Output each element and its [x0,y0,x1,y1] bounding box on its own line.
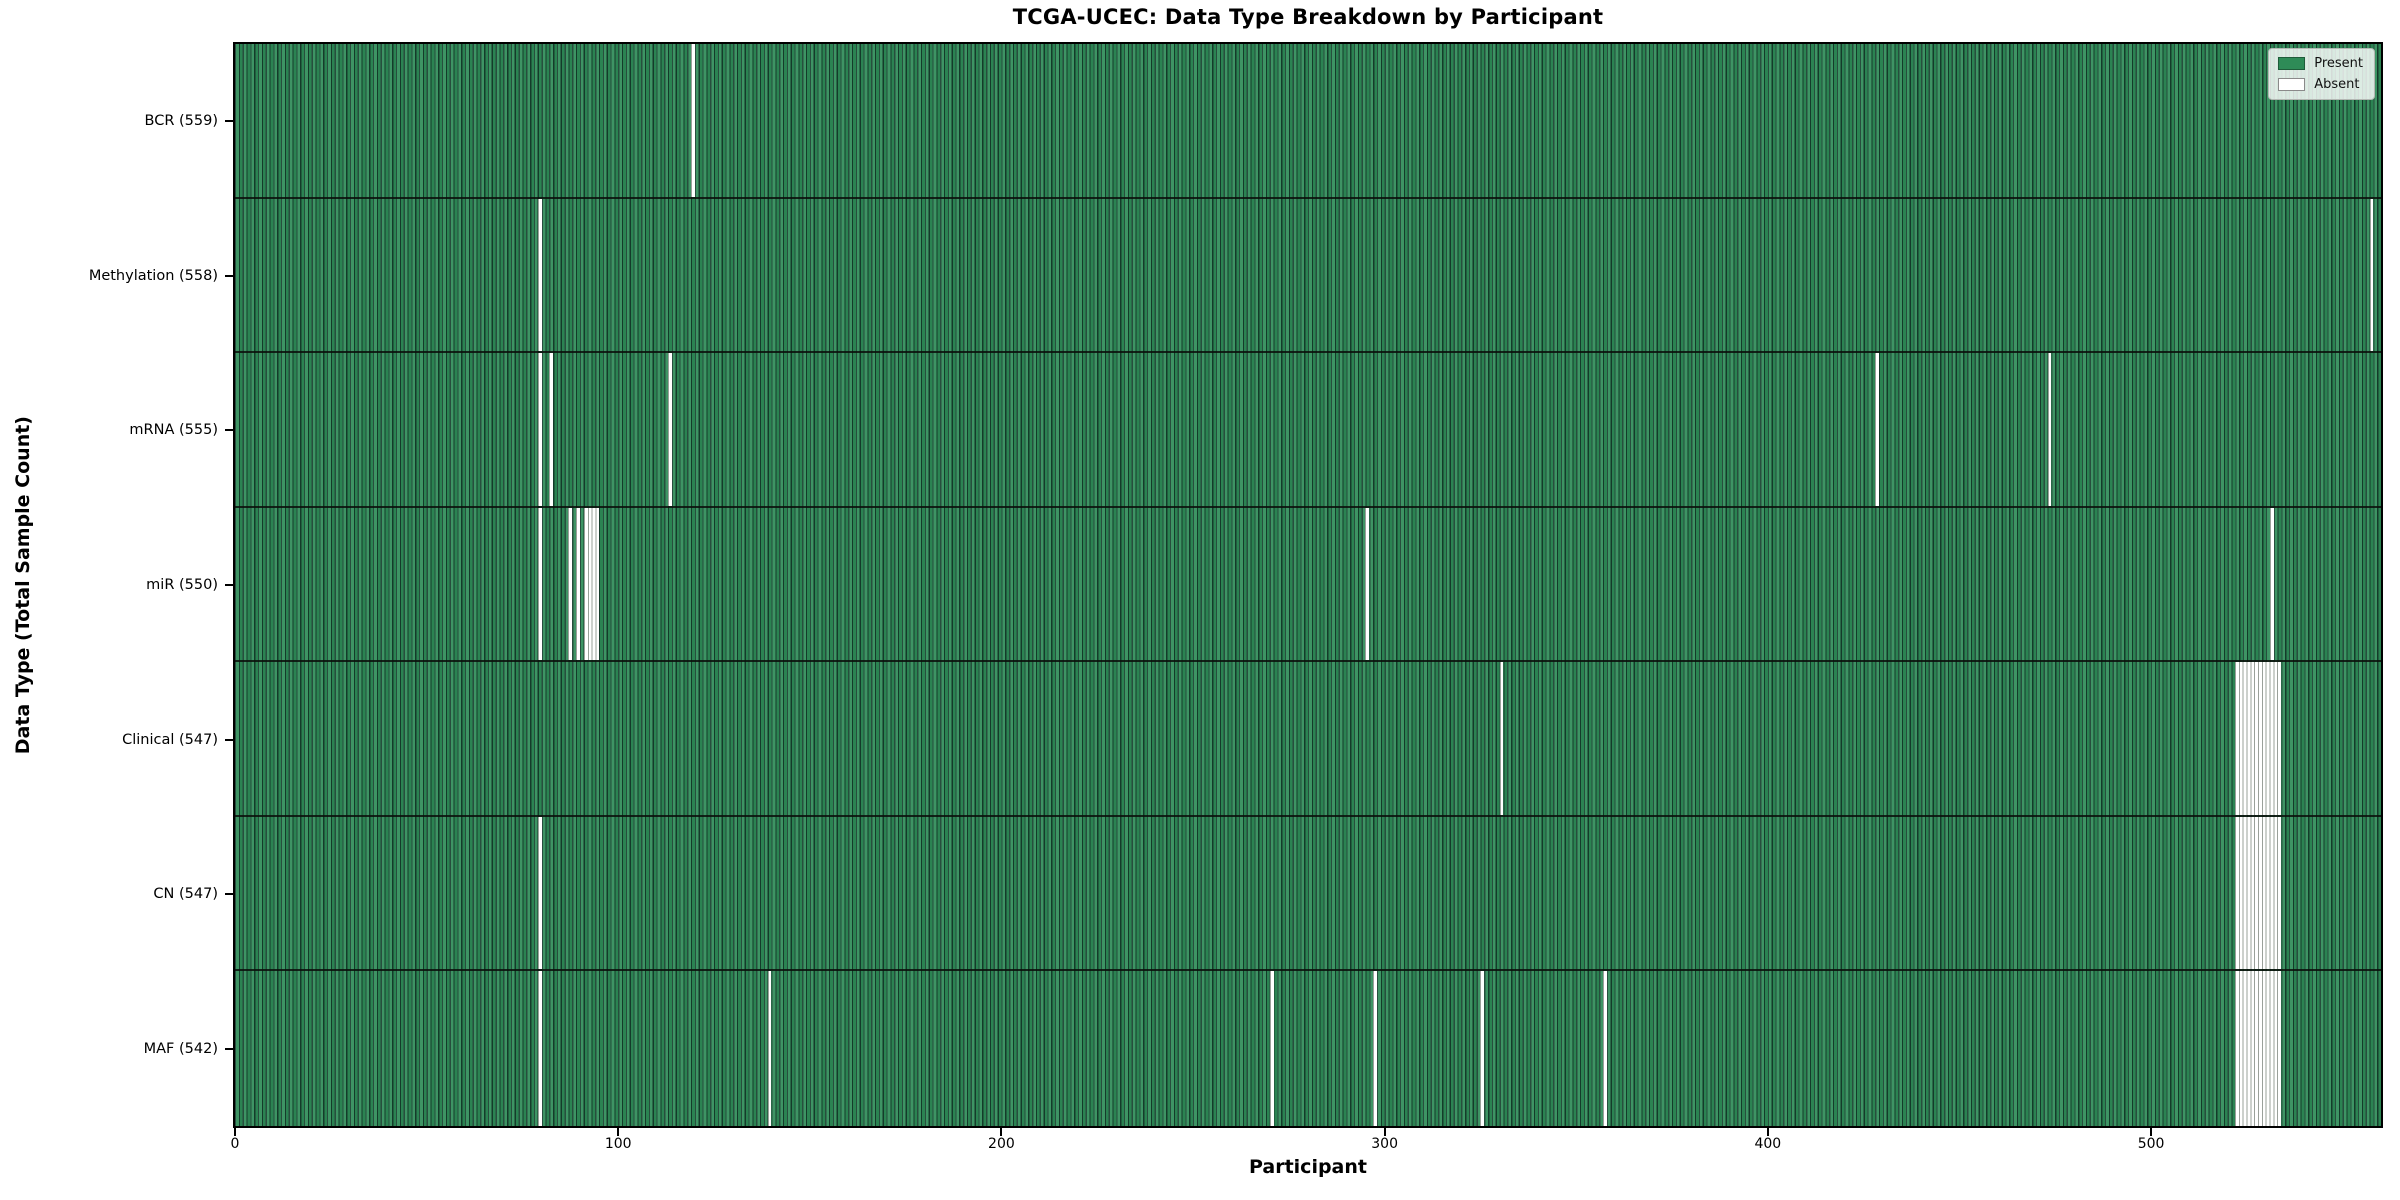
absent-gap [537,816,542,970]
row-CN [235,816,2381,972]
y-tick-label-Clinical: Clinical (547) [122,731,218,748]
x-axis-label: Participant [1248,1156,1367,1178]
absent-gap [1373,971,1377,1126]
legend-swatch-absent [2278,78,2306,91]
y-tick-label-BCR: BCR (559) [144,113,219,130]
row-MAF [235,971,2381,1126]
absent-gap [767,971,772,1126]
absent-gap [549,353,554,506]
absent-gap [1603,971,1607,1126]
absent-gap [576,507,580,661]
x-tick-label-300: 300 [1371,1136,1399,1152]
y-tick-label-mRNA: mRNA (555) [129,422,218,439]
absent-gap [568,507,573,661]
legend-label: Absent [2314,77,2360,92]
y-tick-mark [225,584,233,586]
y-tick-mark [225,274,233,277]
y-tick-label-CN: CN (547) [153,886,218,903]
absent-gap [1269,971,1274,1126]
absent-gap [668,353,672,506]
absent-gap [537,198,542,352]
chart-title: TCGA-UCEC: Data Type Breakdown by Partic… [1012,5,1604,29]
x-tick-label-100: 100 [604,1136,632,1152]
x-tick-label-500: 500 [2137,1136,2165,1152]
row-Clinical [235,662,2381,817]
absent-gap [537,353,542,506]
absent-gap [2235,816,2282,970]
row-BCR [235,44,2381,199]
y-tick-mark [225,429,233,432]
absent-gap [1499,662,1504,815]
absent-gap [2369,198,2374,352]
x-tick-mark [1766,1128,1769,1136]
absent-gap [691,44,695,197]
absent-gap [537,507,542,661]
plot-area: Present Absent [233,42,2383,1128]
legend: Present Absent [2268,48,2375,100]
x-tick-label-200: 200 [988,1136,1015,1152]
absent-gap [2269,507,2274,661]
legend-item-absent: Absent [2278,77,2363,92]
legend-swatch-present [2278,57,2306,70]
absent-gap [2047,353,2052,506]
absent-gap [537,971,542,1126]
absent-gap [2235,971,2282,1126]
x-tick-label-400: 400 [1754,1136,1782,1152]
y-tick-mark [225,738,233,741]
row-Methylation [235,198,2381,354]
absent-gap [1365,507,1370,661]
x-tick-mark [1000,1128,1003,1136]
x-tick-mark [1383,1128,1386,1136]
x-tick-mark [617,1128,620,1136]
absent-gap [2235,662,2282,815]
absent-gap [1875,353,1879,506]
y-tick-mark [225,893,233,896]
row-miR [235,507,2381,663]
row-mRNA [235,353,2381,508]
x-tick-label-0: 0 [230,1136,240,1152]
y-tick-mark [225,1047,233,1050]
legend-label: Present [2314,56,2363,71]
y-tick-label-MAF: MAF (542) [143,1040,218,1057]
y-tick-label-Methylation: Methylation (558) [88,267,218,284]
absent-gap [1480,971,1485,1126]
x-tick-mark [2150,1128,2153,1136]
absent-gap [583,507,600,661]
legend-item-present: Present [2278,56,2363,71]
y-tick-label-miR: miR (550) [146,577,218,593]
x-tick-mark [234,1128,236,1136]
y-tick-mark [225,120,233,123]
